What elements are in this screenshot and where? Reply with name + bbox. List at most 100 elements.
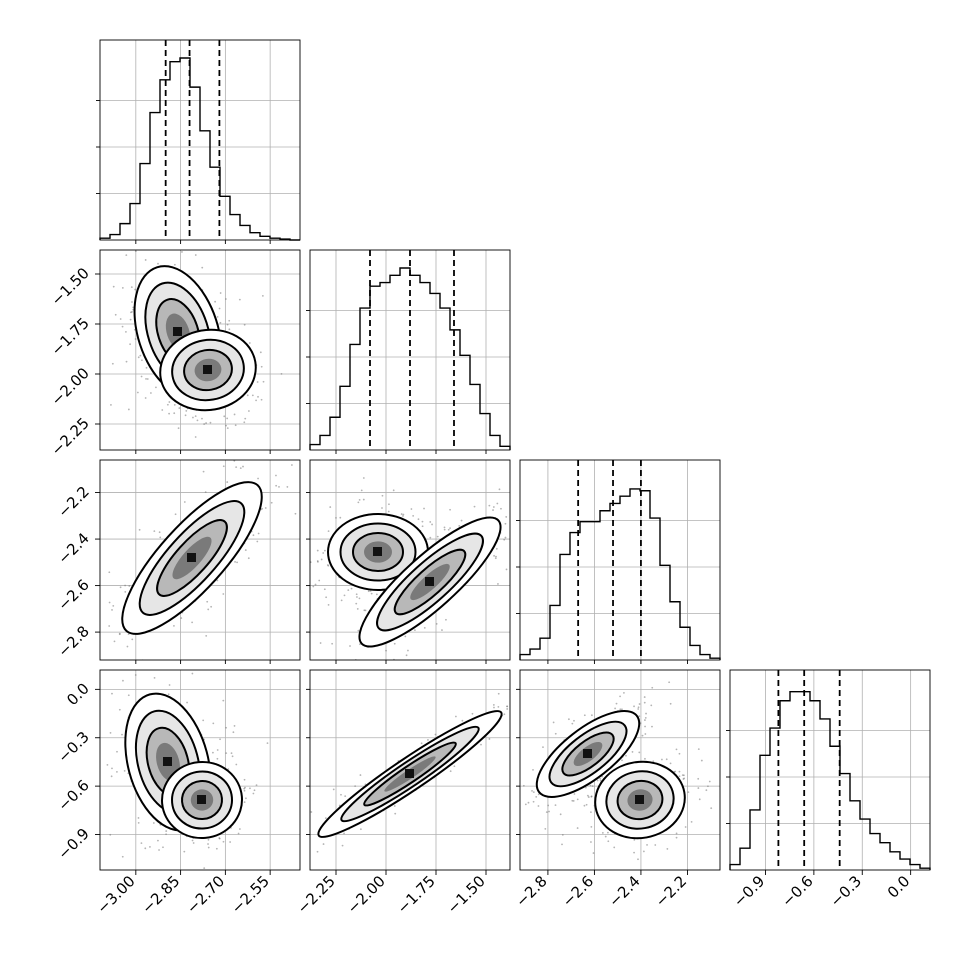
scatter-point: [355, 593, 358, 596]
panel-3-3: −0.9 −0.6 −0.3 0.0: [726, 669, 931, 911]
scatter-point: [144, 663, 146, 665]
panel-frame: [99, 669, 301, 871]
contour-line: [340, 725, 480, 823]
scatter-point: [494, 557, 497, 560]
scatter-point: [302, 827, 304, 829]
scatter-point: [498, 488, 501, 491]
scatter-point: [294, 512, 297, 515]
scatter-point: [239, 467, 242, 469]
scatter-point: [417, 518, 420, 521]
scatter-point: [131, 638, 134, 641]
scatter-point: [613, 846, 616, 849]
scatter-point: [698, 798, 701, 801]
scatter-point: [340, 793, 342, 796]
scatter-point: [503, 713, 506, 716]
scatter-point: [367, 662, 369, 664]
scatter-point: [257, 395, 259, 398]
scatter-point: [504, 536, 507, 539]
scatter-point: [308, 521, 310, 523]
scatter-point: [237, 832, 240, 835]
scatter-point: [124, 590, 127, 593]
scatter-point: [323, 588, 326, 591]
scatter-point: [449, 508, 451, 511]
scatter-point: [140, 842, 143, 844]
scatter-point: [404, 635, 407, 638]
scatter-point: [621, 708, 623, 711]
scatter-point: [201, 417, 203, 420]
scatter-point: [356, 596, 358, 598]
panel-frame: [309, 669, 511, 871]
scatter-point: [590, 714, 593, 717]
scatter-point: [697, 777, 700, 780]
scatter-point: [661, 758, 663, 761]
scatter-point: [257, 477, 259, 480]
scatter-point: [586, 794, 589, 797]
scatter-point: [591, 785, 594, 787]
contour-line: [317, 710, 503, 838]
scatter-point: [130, 286, 133, 289]
scatter-point: [207, 608, 210, 611]
scatter-point: [327, 530, 330, 533]
y-tick-label: −1.50: [48, 264, 93, 309]
scatter-point: [111, 609, 113, 611]
scatter-point: [496, 502, 499, 505]
panel-frame: [99, 249, 301, 451]
scatter-point: [637, 858, 639, 861]
scatter-point: [349, 645, 351, 647]
scatter-point: [431, 523, 433, 526]
scatter-point: [607, 840, 610, 843]
scatter-point: [678, 752, 681, 755]
scatter-point: [554, 804, 557, 807]
scatter-point: [203, 423, 206, 425]
contour-line: [548, 720, 628, 788]
scatter-point: [281, 878, 283, 880]
contour-line: [594, 760, 686, 840]
scatter-point: [644, 719, 646, 721]
scatter-point: [322, 552, 325, 554]
scatter-point: [238, 828, 241, 830]
scatter-point: [106, 763, 109, 766]
scatter-point: [168, 245, 170, 247]
scatter-point: [454, 715, 457, 718]
scatter-point: [110, 404, 112, 406]
scatter-point: [128, 585, 131, 587]
scatter-point: [319, 642, 322, 644]
density-peak: [425, 577, 434, 586]
contour-line: [535, 710, 641, 798]
scatter-point: [517, 805, 519, 807]
panel-0-0: [96, 39, 301, 244]
scatter-point: [252, 792, 255, 795]
scatter-point: [651, 686, 654, 689]
scatter-point: [506, 708, 509, 710]
scatter-point: [157, 839, 159, 842]
scatter-point: [275, 474, 277, 477]
x-tick-label: −1.75: [394, 872, 439, 917]
panel-frame: [519, 669, 721, 871]
scatter-point: [547, 804, 550, 807]
scatter-point: [493, 554, 495, 557]
scatter-point: [324, 817, 327, 820]
contour-line: [156, 519, 228, 597]
scatter-point: [219, 321, 222, 324]
scatter-point: [571, 799, 574, 802]
scatter-point: [644, 733, 647, 735]
scatter-point: [116, 770, 118, 773]
scatter-point: [514, 735, 516, 737]
scatter-point: [185, 874, 187, 876]
scatter-point: [228, 319, 231, 322]
scatter-point: [537, 793, 540, 796]
scatter-point: [280, 865, 282, 867]
scatter-point: [207, 838, 210, 841]
scatter-point: [524, 803, 527, 806]
scatter-point: [322, 843, 325, 845]
scatter-point: [471, 712, 474, 715]
scatter-point: [480, 743, 482, 746]
contour-line: [363, 741, 457, 807]
scatter-point: [166, 403, 169, 406]
scatter-point: [192, 842, 195, 844]
x-tick-label: 0.0: [884, 872, 914, 902]
scatter-point: [134, 338, 137, 340]
scatter-point: [219, 738, 221, 741]
scatter-point: [356, 608, 359, 610]
scatter-point: [367, 590, 370, 593]
